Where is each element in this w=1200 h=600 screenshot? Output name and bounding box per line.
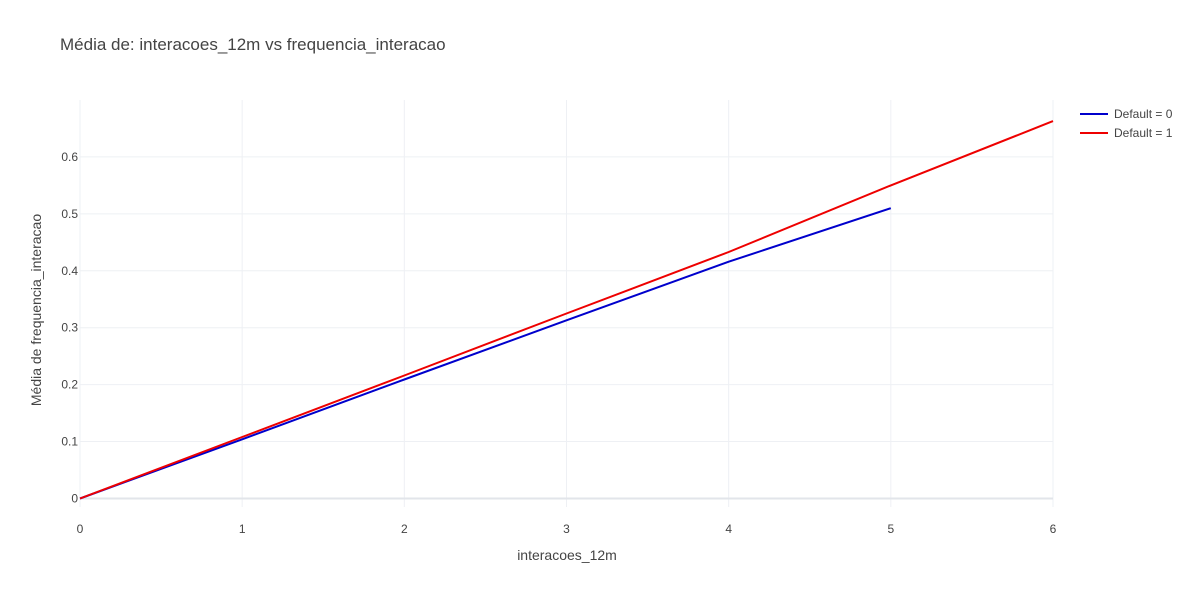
y-tick-label: 0.5 [61, 207, 78, 221]
y-tick-label: 0.6 [61, 150, 78, 164]
y-tick-label: 0.4 [61, 264, 78, 278]
x-axis-title: interacoes_12m [517, 547, 617, 563]
x-tick-label: 6 [1050, 522, 1057, 536]
legend-label-1: Default = 1 [1114, 126, 1173, 140]
chart-title: Média de: interacoes_12m vs frequencia_i… [60, 35, 446, 54]
y-tick-label: 0 [71, 491, 78, 505]
x-tick-label: 4 [725, 522, 732, 536]
x-tick-label: 0 [77, 522, 84, 536]
legend-label-0: Default = 0 [1114, 107, 1173, 121]
x-tick-label: 5 [887, 522, 894, 536]
grid [79, 100, 1054, 507]
x-tick-label: 3 [563, 522, 570, 536]
x-tick-label: 1 [239, 522, 246, 536]
tick-labels: 0 1 2 3 4 5 6 0 0.1 0.2 0.3 0.4 0.5 0.6 [61, 150, 1056, 536]
series-line-1 [79, 120, 1054, 500]
y-tick-label: 0.1 [61, 435, 78, 449]
y-tick-label: 0.2 [61, 378, 78, 392]
x-tick-label: 2 [401, 522, 408, 536]
y-axis-title: Média de frequencia_interacao [28, 214, 44, 406]
y-tick-label: 0.3 [61, 321, 78, 335]
series-lines [79, 120, 1054, 500]
legend: Default = 0 Default = 1 [1080, 107, 1173, 140]
series-line-0 [79, 207, 892, 500]
